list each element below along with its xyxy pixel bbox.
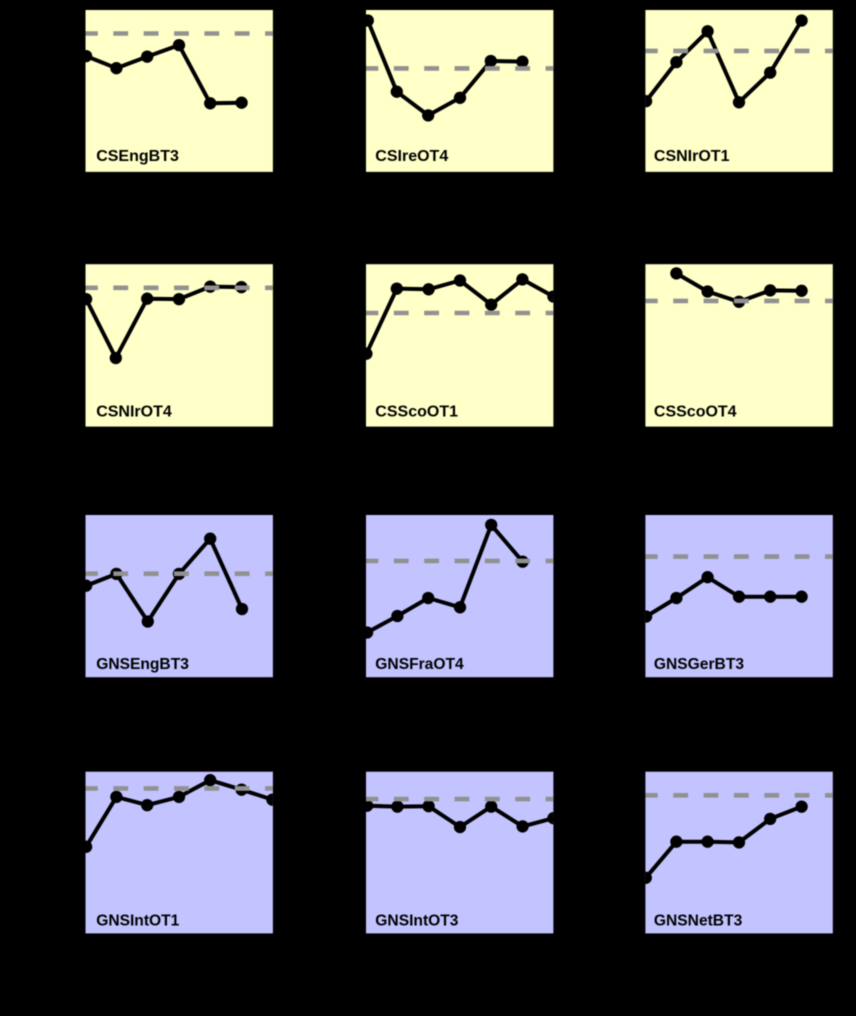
svg-text:GNSNetBT3: GNSNetBT3 (654, 912, 743, 929)
svg-text:GNSGerBT3: GNSGerBT3 (654, 656, 744, 673)
svg-text:GNSIntOT3: GNSIntOT3 (375, 912, 458, 929)
svg-text:CSScoOT1: CSScoOT1 (375, 404, 458, 421)
svg-text:CSEngBT3: CSEngBT3 (96, 148, 179, 165)
svg-text:CSIreOT4: CSIreOT4 (375, 148, 448, 165)
svg-text:CSNIrOT4: CSNIrOT4 (96, 404, 172, 421)
svg-text:GNSEngBT3: GNSEngBT3 (96, 656, 189, 673)
svg-text:GNSIntOT1: GNSIntOT1 (96, 912, 179, 929)
svg-text:GNSFraOT4: GNSFraOT4 (375, 656, 464, 673)
svg-text:CSNIrOT1: CSNIrOT1 (654, 148, 730, 165)
svg-text:CSScoOT4: CSScoOT4 (654, 404, 737, 421)
